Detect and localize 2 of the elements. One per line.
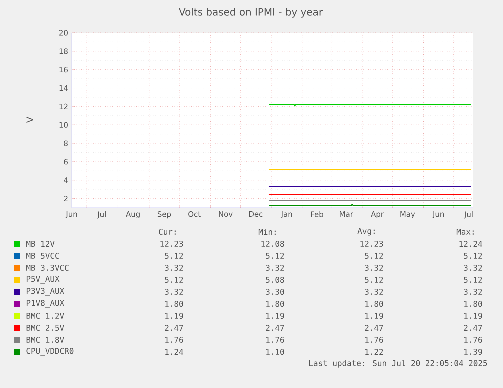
- chart-title: Volts based on IPMI - by year: [179, 8, 324, 18]
- y-axis-title: V: [26, 117, 34, 124]
